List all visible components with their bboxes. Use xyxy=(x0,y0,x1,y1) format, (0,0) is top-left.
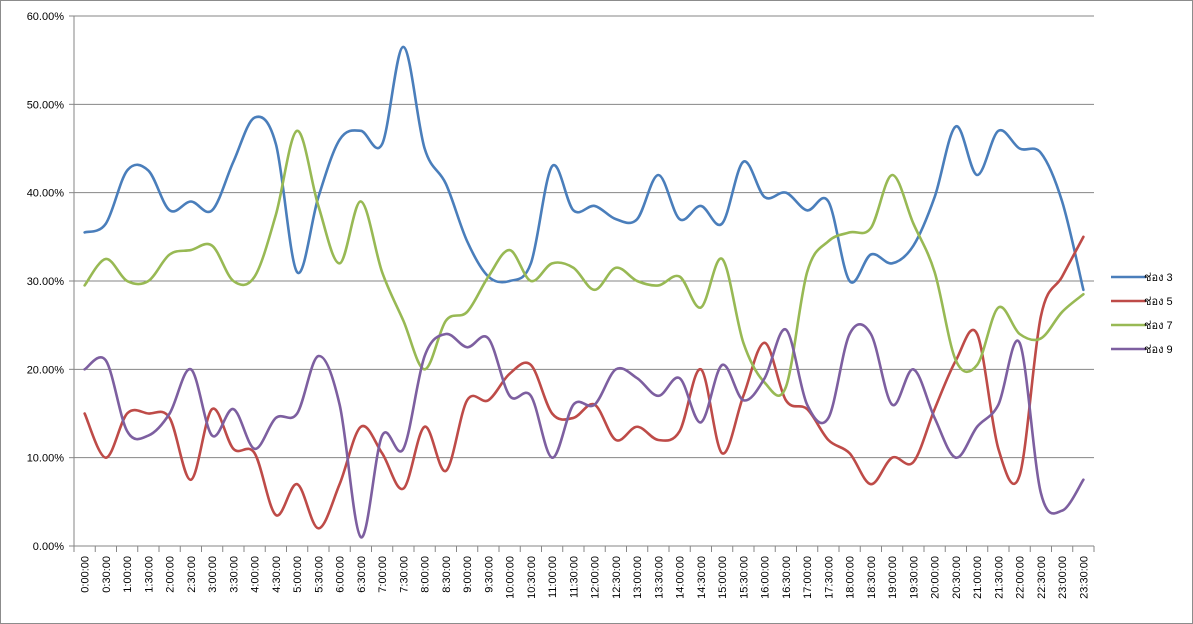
x-tick-label: 5:00:00 xyxy=(292,556,304,593)
x-tick-label: 3:00:00 xyxy=(207,556,219,593)
x-tick-label: 4:00:00 xyxy=(250,556,262,593)
x-tick-label: 10:00:00 xyxy=(505,556,517,599)
x-tick-label: 2:30:00 xyxy=(186,556,198,593)
x-tick-label: 13:00:00 xyxy=(632,556,644,599)
x-tick-label: 2:00:00 xyxy=(165,556,177,593)
y-tick-label: 10.00% xyxy=(27,453,65,465)
x-tick-label: 7:00:00 xyxy=(377,556,389,593)
axes xyxy=(69,15,1095,552)
x-tick-label: 0:30:00 xyxy=(101,556,113,593)
x-tick-label: 4:30:00 xyxy=(271,556,283,593)
gridlines xyxy=(74,15,1094,459)
x-tick-label: 6:30:00 xyxy=(356,556,368,593)
x-tick-label: 10:30:00 xyxy=(526,556,538,599)
x-tick-label: 3:30:00 xyxy=(228,556,240,593)
x-tick-label: 16:30:00 xyxy=(781,556,793,599)
x-tick-label: 20:30:00 xyxy=(951,556,963,599)
x-tick-label: 22:30:00 xyxy=(1036,556,1048,599)
series-lines xyxy=(83,45,1085,539)
x-tick-label: 20:00:00 xyxy=(930,556,942,599)
x-tick-label: 18:00:00 xyxy=(845,556,857,599)
legend-label-2: ช่อง 5 xyxy=(1144,296,1173,308)
x-tick-label: 9:00:00 xyxy=(462,556,474,593)
x-tick-label: 12:00:00 xyxy=(590,556,602,599)
x-tick-label: 15:00:00 xyxy=(717,556,729,599)
x-tick-label: 22:00:00 xyxy=(1015,556,1027,599)
legend: ช่อง 3 ช่อง 5 ช่อง 7 ช่อง 9 xyxy=(1111,272,1173,356)
x-tick-label: 0:00:00 xyxy=(80,556,92,593)
legend-label-1: ช่อง 3 xyxy=(1144,272,1173,284)
x-axis-tick-labels: 0:00:00 0:30:00 1:00:00 1:30:00 2:00:00 2:30:… xyxy=(80,556,1091,599)
x-tick-label: 23:30:00 xyxy=(1078,556,1090,599)
x-tick-label: 7:30:00 xyxy=(398,556,410,593)
series-line-4 xyxy=(83,323,1085,539)
x-tick-label: 19:00:00 xyxy=(887,556,899,599)
legend-label-3: ช่อง 7 xyxy=(1144,320,1173,332)
x-tick-label: 12:30:00 xyxy=(611,556,623,599)
x-tick-label: 1:30:00 xyxy=(143,556,155,593)
x-tick-label: 17:30:00 xyxy=(823,556,835,599)
y-tick-label: 40.00% xyxy=(27,188,65,200)
x-tick-label: 18:30:00 xyxy=(866,556,878,599)
y-tick-label: 30.00% xyxy=(27,276,65,288)
x-tick-label: 14:00:00 xyxy=(675,556,687,599)
y-tick-label: 50.00% xyxy=(27,99,65,111)
x-tick-label: 21:00:00 xyxy=(972,556,984,599)
x-tick-label: 1:00:00 xyxy=(122,556,134,593)
x-tick-label: 21:30:00 xyxy=(993,556,1005,599)
x-tick-label: 19:30:00 xyxy=(908,556,920,599)
x-tick-label: 5:30:00 xyxy=(313,556,325,593)
x-tick-label: 8:30:00 xyxy=(441,556,453,593)
x-tick-label: 13:30:00 xyxy=(653,556,665,599)
x-tick-label: 6:00:00 xyxy=(335,556,347,593)
x-tick-label: 15:30:00 xyxy=(738,556,750,599)
x-tick-label: 11:00:00 xyxy=(547,556,559,598)
x-tick-label: 11:30:00 xyxy=(568,556,580,598)
y-axis-tick-labels: 0.00% 10.00% 20.00% 30.00% 40.00% 50.00% 60.00… xyxy=(27,11,65,553)
x-tick-label: 9:30:00 xyxy=(483,556,495,593)
x-tick-label: 23:00:00 xyxy=(1057,556,1069,599)
x-tick-label: 14:30:00 xyxy=(696,556,708,599)
legend-label-4: ช่อง 9 xyxy=(1144,344,1173,356)
series-line-1 xyxy=(83,45,1085,292)
y-tick-label: 60.00% xyxy=(27,11,65,23)
y-tick-label: 0.00% xyxy=(33,541,64,553)
series-line-3 xyxy=(83,129,1085,397)
y-tick-label: 20.00% xyxy=(27,364,65,376)
x-tick-label: 17:00:00 xyxy=(802,556,814,599)
x-tick-label: 16:00:00 xyxy=(760,556,772,599)
x-tick-label: 8:00:00 xyxy=(420,556,432,593)
